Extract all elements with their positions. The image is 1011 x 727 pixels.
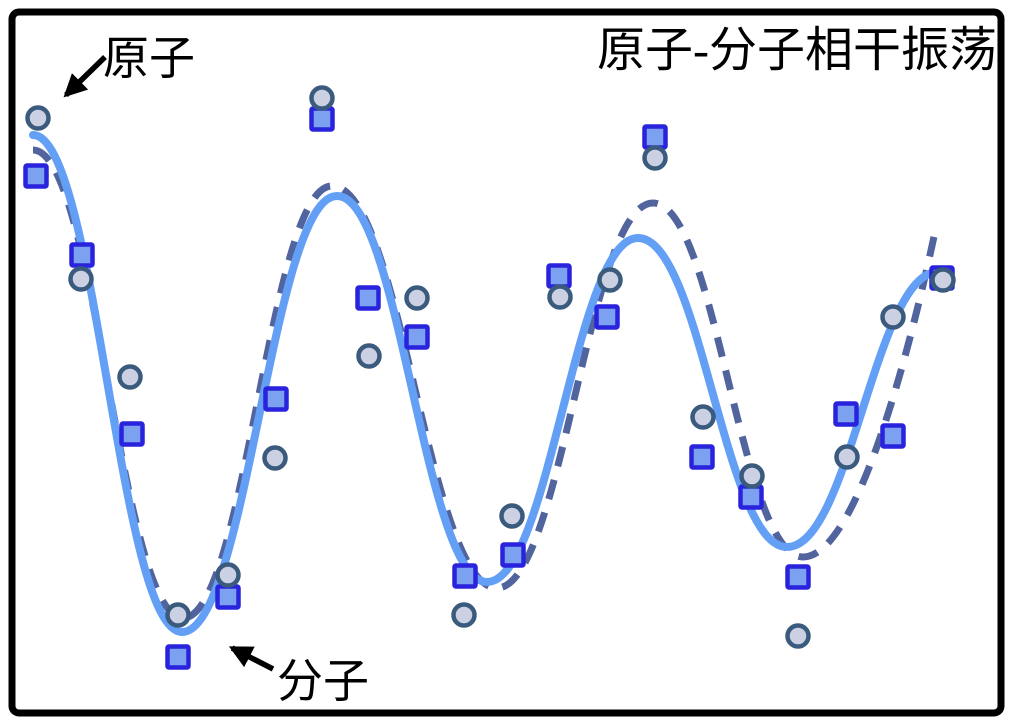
atom-marker [404, 285, 430, 311]
molecule-marker [452, 563, 478, 589]
molecule-marker [880, 423, 906, 449]
molecule-fit-curve [32, 146, 939, 622]
figure-title: 原子-分子相干振荡 [597, 24, 997, 77]
atom-marker [356, 343, 382, 369]
molecule-marker [215, 584, 241, 610]
atom-label-arrow [63, 55, 107, 98]
atom-marker [930, 267, 956, 293]
figure-border [8, 8, 1005, 717]
atom-marker [68, 266, 94, 292]
atom-marker [739, 463, 765, 489]
atom-marker [309, 85, 335, 111]
atom-marker [25, 105, 51, 131]
atom-marker [785, 623, 811, 649]
molecule-marker [785, 564, 811, 590]
atom-marker [215, 562, 241, 588]
molecule-marker [165, 644, 191, 670]
atom-marker [880, 304, 906, 330]
molecule-marker [23, 163, 49, 189]
molecule-label-arrow [228, 645, 275, 672]
molecule-marker [500, 542, 526, 568]
atom-marker [642, 145, 668, 171]
atom-marker [547, 284, 573, 310]
molecule-marker [642, 124, 668, 150]
molecule-marker [833, 401, 859, 427]
atom-marker [834, 444, 860, 470]
atom-marker [117, 364, 143, 390]
molecule-marker [309, 106, 335, 132]
atom-marker [597, 267, 623, 293]
molecule-marker [689, 444, 715, 470]
atom-marker [499, 503, 525, 529]
molecule-label: 分子 [277, 656, 369, 707]
atom-marker [690, 404, 716, 430]
atom-marker [262, 445, 288, 471]
atom-label: 原子 [103, 33, 195, 84]
molecule-marker [738, 484, 764, 510]
molecule-marker [263, 386, 289, 412]
molecule-marker [546, 263, 572, 289]
molecule-marker [594, 304, 620, 330]
molecule-marker [119, 421, 145, 447]
molecule-marker [404, 324, 430, 350]
molecule-marker [355, 285, 381, 311]
atom-marker [165, 602, 191, 628]
atom-marker [451, 602, 477, 628]
molecule-marker [69, 242, 95, 268]
